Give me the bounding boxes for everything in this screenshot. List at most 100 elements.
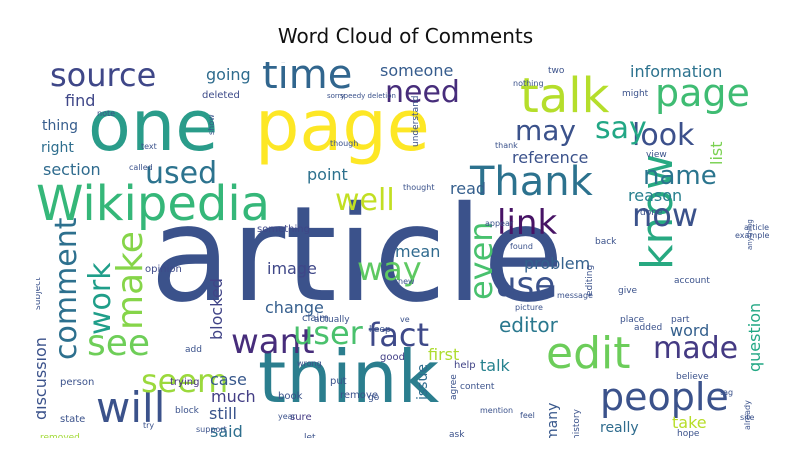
word-131: site <box>740 413 755 422</box>
word-55: discussion <box>36 337 50 420</box>
word-98: agree <box>449 374 459 400</box>
word-105: article <box>744 223 769 232</box>
word-17: may <box>515 114 576 147</box>
word-112: note <box>97 109 115 118</box>
word-58: still <box>209 404 237 423</box>
word-129: feel <box>520 411 535 420</box>
word-6: page <box>655 71 750 115</box>
word-39: find <box>65 91 95 110</box>
word-69: good <box>380 352 405 363</box>
word-19: now <box>632 196 698 234</box>
word-37: going <box>206 65 251 84</box>
word-121: wrong <box>297 359 322 368</box>
word-76: book <box>278 391 303 402</box>
word-54: word <box>670 321 709 340</box>
word-80: subject <box>36 277 43 310</box>
word-46: reason <box>628 186 682 205</box>
word-16: say <box>595 111 647 146</box>
word-4: Wikipedia <box>36 176 270 232</box>
word-109: year <box>278 412 297 421</box>
word-72: put <box>330 376 347 387</box>
word-85: place <box>620 315 645 325</box>
word-107: speedy deletion <box>340 92 396 100</box>
word-51: problem <box>524 254 590 273</box>
word-29: see <box>87 323 150 364</box>
word-111: thank <box>495 141 518 150</box>
word-14: need <box>385 75 460 110</box>
word-110: show <box>207 114 216 135</box>
word-8: know <box>632 154 683 270</box>
word-50: mean <box>395 242 440 261</box>
word-101: understand <box>411 95 421 147</box>
word-106: sorry <box>327 92 345 100</box>
word-60: first <box>428 345 459 364</box>
chart-title: Word Cloud of Comments <box>277 24 534 48</box>
word-2: page <box>255 85 430 167</box>
word-1: one <box>88 85 218 167</box>
word-128: mention <box>480 406 513 415</box>
word-99: keep <box>369 325 391 335</box>
word-42: section <box>43 160 101 179</box>
word-132: tag <box>720 388 733 397</box>
word-116: nothing <box>513 79 544 88</box>
word-108: though <box>330 139 358 148</box>
word-117: called <box>129 163 153 172</box>
word-118: text <box>141 142 157 151</box>
word-113: found <box>510 242 533 251</box>
word-48: image <box>267 259 317 278</box>
word-68: help <box>454 360 476 371</box>
word-66: opinion <box>145 264 182 275</box>
word-91: hope <box>677 429 700 438</box>
word-56: case <box>210 370 247 389</box>
word-96: add <box>185 345 202 355</box>
word-40: thing <box>42 118 78 134</box>
word-94: go <box>368 393 380 403</box>
word-114: example <box>735 231 770 240</box>
word-21: used <box>145 156 217 191</box>
word-120: thought <box>403 183 434 192</box>
word-104: account <box>674 276 710 286</box>
word-23: way <box>357 250 422 288</box>
word-11: Thank <box>469 159 594 205</box>
word-36: information <box>630 62 722 81</box>
word-64: really <box>600 420 639 436</box>
word-122: support <box>196 425 227 434</box>
word-100: actually <box>314 315 350 325</box>
word-44: point <box>307 165 348 184</box>
word-9: will <box>96 383 165 432</box>
word-75: person <box>60 377 94 388</box>
word-53: question <box>745 303 764 372</box>
word-28: comment <box>49 217 84 360</box>
word-61: talk <box>480 356 511 375</box>
word-7: edit <box>546 328 630 379</box>
word-25: even <box>462 221 500 300</box>
word-34: made <box>653 331 738 366</box>
word-13: time <box>262 62 352 98</box>
word-47: list <box>707 142 726 166</box>
word-45: read <box>450 179 486 198</box>
word-123: picture <box>515 303 543 312</box>
word-77: sure <box>290 412 312 423</box>
word-130: already <box>743 400 752 430</box>
word-52: change <box>265 298 324 317</box>
word-103: editing <box>585 265 595 296</box>
word-26: make <box>110 231 151 330</box>
word-92: ask <box>449 430 465 438</box>
word-65: take <box>672 413 707 432</box>
word-38: someone <box>380 62 453 80</box>
word-89: might <box>622 89 649 99</box>
word-0: article <box>150 178 564 332</box>
word-78: state <box>60 414 85 425</box>
word-86: believe <box>676 372 709 382</box>
word-88: view <box>646 150 667 160</box>
word-95: block <box>175 406 200 416</box>
word-93: let <box>304 433 316 438</box>
word-127: try <box>143 421 154 430</box>
word-15: look <box>632 118 695 153</box>
word-31: user <box>293 314 364 352</box>
word-3: think <box>258 335 440 419</box>
word-125: new <box>398 277 415 286</box>
word-cloud: article one page think Wikipedia talk page edit… <box>36 62 780 438</box>
word-74: trying <box>170 377 199 388</box>
